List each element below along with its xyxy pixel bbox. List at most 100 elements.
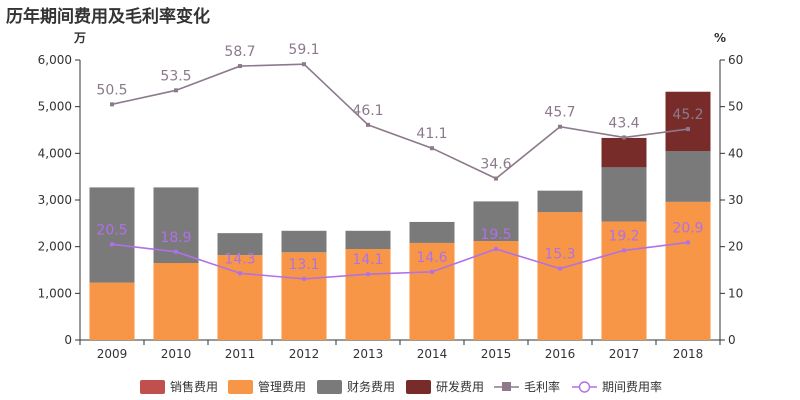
chart-title: 历年期间费用及毛利率变化 xyxy=(6,7,210,27)
left-axis-unit: 万 xyxy=(73,31,86,45)
right-tick-label: 40 xyxy=(728,146,743,160)
legend: 销售费用 管理费用 财务费用 研发费用 毛利率 期间费用率 xyxy=(140,379,662,394)
legend-marker-gross_margin xyxy=(502,382,511,391)
data-label-gross_margin: 43.4 xyxy=(608,115,639,131)
x-tick-label: 2011 xyxy=(225,347,256,361)
point-period-rate xyxy=(365,272,371,277)
x-tick-label: 2017 xyxy=(609,347,640,361)
data-label-period_rate: 18.9 xyxy=(160,230,191,246)
grid-and-axes: 0 1,000 2,000 3,000 4,000 5,000 6,000 0 10 20 30 40… xyxy=(38,31,744,361)
x-tick-label: 2016 xyxy=(545,347,576,361)
left-tick-label: 6,000 xyxy=(38,53,72,67)
point-gross-margin xyxy=(430,146,434,151)
data-label-gross_margin: 45.2 xyxy=(672,107,703,123)
x-tick-label: 2010 xyxy=(161,347,192,361)
line-period_rate xyxy=(111,241,689,280)
data-label-gross_margin: 53.5 xyxy=(160,68,191,84)
point-period-rate xyxy=(493,246,499,252)
bar-admin xyxy=(601,221,647,340)
legend-label-finance: 财务费用 xyxy=(347,379,395,394)
point-gross-margin xyxy=(110,102,114,107)
data-label-gross_margin: 41.1 xyxy=(416,126,447,142)
data-label-gross_margin: 34.6 xyxy=(480,157,511,173)
point-gross-margin xyxy=(558,124,562,129)
bar-finance xyxy=(409,221,455,243)
bar-finance xyxy=(537,190,583,213)
point-period-rate xyxy=(301,276,307,282)
point-gross-margin xyxy=(174,88,178,93)
left-tick-label: 3,000 xyxy=(38,193,72,207)
point-gross-margin xyxy=(238,64,242,69)
bar-finance xyxy=(345,230,391,249)
legend-swatch-finance xyxy=(317,380,342,394)
bar-rnd xyxy=(601,137,647,168)
data-label-period_rate: 19.2 xyxy=(608,228,639,244)
right-tick-label: 20 xyxy=(728,240,743,254)
bars xyxy=(89,91,711,340)
x-tick-label: 2015 xyxy=(481,347,512,361)
data-label-period_rate: 19.5 xyxy=(480,227,511,243)
data-label-period_rate: 14.6 xyxy=(416,250,447,266)
line-gross_margin xyxy=(111,63,689,180)
right-tick-label: 50 xyxy=(728,100,743,114)
data-labels: 50.5 53.5 58.7 59.1 46.1 41.1 34.6 45.7 43.4 45.2… xyxy=(96,42,703,273)
bar-admin xyxy=(153,263,199,340)
bar-finance xyxy=(473,201,519,242)
legend-label-rnd: 研发费用 xyxy=(436,379,484,394)
legend-label-sales: 销售费用 xyxy=(170,379,218,394)
data-label-period_rate: 13.1 xyxy=(288,257,319,273)
x-tick-label: 2018 xyxy=(673,347,704,361)
point-period-rate xyxy=(685,240,691,245)
bar-admin xyxy=(217,255,263,340)
point-gross-margin xyxy=(302,62,306,67)
data-label-gross_margin: 45.7 xyxy=(544,105,575,121)
x-tick-label: 2013 xyxy=(353,347,384,361)
bar-admin xyxy=(537,212,583,340)
bar-finance xyxy=(665,151,711,202)
left-tick-label: 2,000 xyxy=(38,240,72,254)
legend-label-period_rate: 期间费用率 xyxy=(602,379,662,394)
data-label-period_rate: 20.9 xyxy=(672,220,703,236)
bar-admin xyxy=(281,252,327,340)
data-label-gross_margin: 59.1 xyxy=(288,42,319,58)
data-label-gross_margin: 46.1 xyxy=(352,103,383,119)
data-label-gross_margin: 50.5 xyxy=(96,82,127,98)
x-tick-label: 2009 xyxy=(97,347,128,361)
data-label-period_rate: 15.3 xyxy=(544,247,575,263)
data-label-period_rate: 14.3 xyxy=(224,251,255,267)
right-axis-unit: % xyxy=(714,31,726,45)
left-tick-label: 4,000 xyxy=(38,146,72,160)
data-label-gross_margin: 58.7 xyxy=(224,44,255,60)
legend-label-admin: 管理费用 xyxy=(258,379,306,394)
point-gross-margin xyxy=(686,127,690,132)
x-tick-label: 2014 xyxy=(417,347,448,361)
bar-finance xyxy=(89,187,135,283)
bar-admin xyxy=(409,242,455,340)
left-tick-label: 1,000 xyxy=(38,286,72,300)
legend-marker-period_rate xyxy=(578,381,591,393)
legend-label-gross_margin: 毛利率 xyxy=(524,379,560,394)
point-gross-margin xyxy=(494,176,498,181)
left-tick-label: 5,000 xyxy=(38,100,72,114)
bar-admin xyxy=(345,249,391,340)
bar-finance xyxy=(281,230,327,253)
point-period-rate xyxy=(109,242,115,247)
bar-admin xyxy=(89,282,135,340)
bar-admin xyxy=(665,201,711,340)
point-period-rate xyxy=(173,249,179,254)
bar-finance xyxy=(601,167,647,222)
bar-rnd xyxy=(665,91,711,151)
bar-admin xyxy=(473,241,519,340)
legend-swatch-sales xyxy=(140,380,165,394)
point-period-rate xyxy=(237,271,243,276)
right-tick-label: 10 xyxy=(728,286,743,300)
point-period-rate xyxy=(557,266,563,271)
point-gross-margin xyxy=(366,122,370,127)
x-tick-label: 2012 xyxy=(289,347,320,361)
data-label-period_rate: 14.1 xyxy=(352,252,383,268)
lines xyxy=(109,62,691,282)
point-gross-margin xyxy=(622,135,626,140)
right-tick-label: 60 xyxy=(728,53,743,67)
point-period-rate xyxy=(429,269,435,275)
legend-swatch-admin xyxy=(228,380,253,394)
